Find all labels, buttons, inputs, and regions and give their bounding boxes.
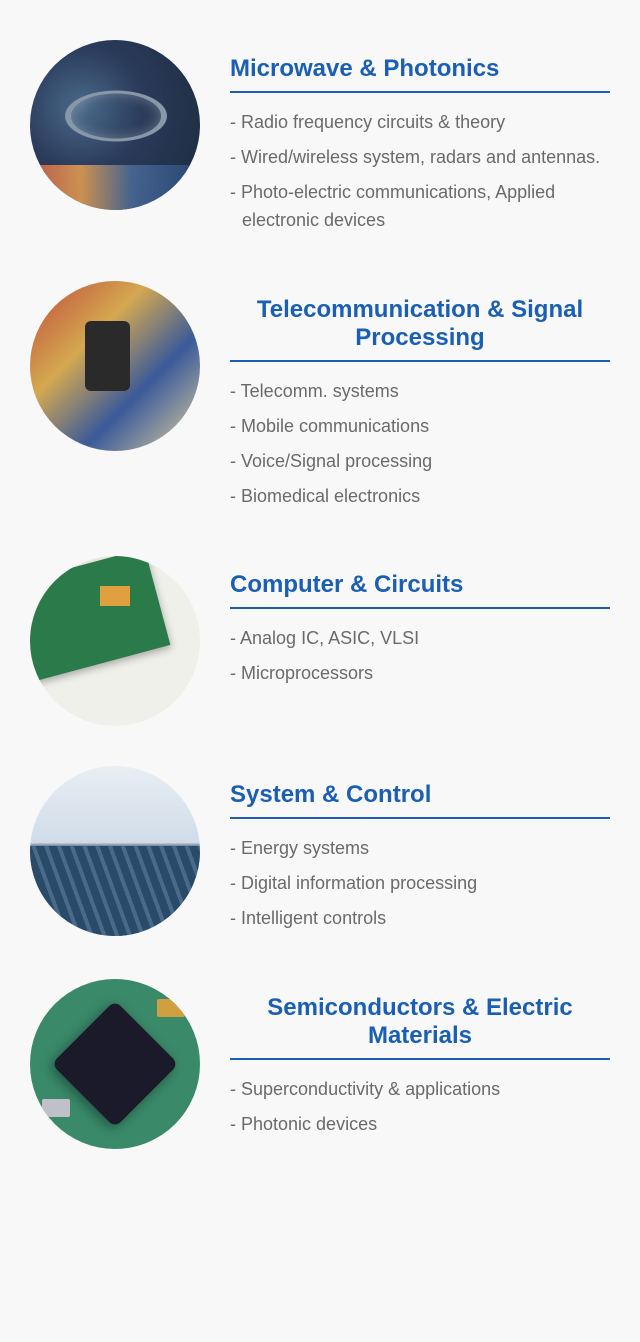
section-item: Biomedical electronics <box>230 482 610 511</box>
section-item: Photo-electric communications, Applied e… <box>230 178 610 236</box>
section-content: System & Control Energy systems Digital in… <box>230 766 610 938</box>
section-image <box>30 556 200 726</box>
section-image <box>30 766 200 936</box>
section: Microwave & Photonics Radio frequency cir… <box>30 40 610 241</box>
section-items: Energy systems Digital information proces… <box>230 834 610 932</box>
section-item: Photonic devices <box>230 1110 610 1139</box>
section-title: Computer & Circuits <box>230 571 610 609</box>
section-items: Analog IC, ASIC, VLSI Microprocessors <box>230 624 610 688</box>
section: Computer & Circuits Analog IC, ASIC, VLSI… <box>30 556 610 726</box>
section-item: Microprocessors <box>230 659 610 688</box>
section-title: Microwave & Photonics <box>230 55 610 93</box>
section-image <box>30 281 200 451</box>
section-item: Telecomm. systems <box>230 377 610 406</box>
section-items: Superconductivity & applications Photonic… <box>230 1075 610 1139</box>
section-content: Computer & Circuits Analog IC, ASIC, VLSI… <box>230 556 610 694</box>
section-image <box>30 979 200 1149</box>
section-content: Semiconductors & Electric Materials Super… <box>230 979 610 1145</box>
section-item: Superconductivity & applications <box>230 1075 610 1104</box>
section-item: Energy systems <box>230 834 610 863</box>
section-items: Radio frequency circuits & theory Wired/w… <box>230 108 610 235</box>
section-item: Intelligent controls <box>230 904 610 933</box>
section-content: Telecommunication & Signal Processing Tel… <box>230 281 610 516</box>
section-image <box>30 40 200 210</box>
section-item: Voice/Signal processing <box>230 447 610 476</box>
section-item: Radio frequency circuits & theory <box>230 108 610 137</box>
section: Semiconductors & Electric Materials Super… <box>30 979 610 1149</box>
section-items: Telecomm. systems Mobile communications Vo… <box>230 377 610 510</box>
section-title: Semiconductors & Electric Materials <box>230 994 610 1060</box>
section: System & Control Energy systems Digital in… <box>30 766 610 938</box>
section: Telecommunication & Signal Processing Tel… <box>30 281 610 516</box>
infographic-root: Microwave & Photonics Radio frequency cir… <box>30 40 610 1149</box>
section-content: Microwave & Photonics Radio frequency cir… <box>230 40 610 241</box>
section-title: Telecommunication & Signal Processing <box>230 296 610 362</box>
section-title: System & Control <box>230 781 610 819</box>
section-item: Digital information processing <box>230 869 610 898</box>
section-item: Wired/wireless system, radars and antenn… <box>230 143 610 172</box>
section-item: Analog IC, ASIC, VLSI <box>230 624 610 653</box>
section-item: Mobile communications <box>230 412 610 441</box>
